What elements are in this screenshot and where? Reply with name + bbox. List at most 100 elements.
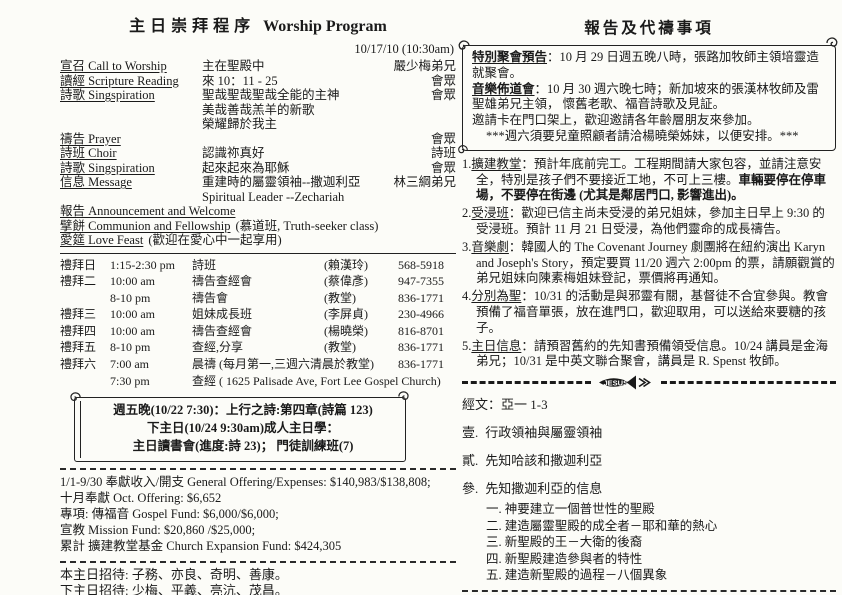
divider [462,589,836,592]
special-event-line: 邀請卡在門口架上，歡迎邀請各年齡層朋友來參加。 [472,113,826,129]
program-item-content: (慕道班, Truth-seeker class) [235,218,379,233]
scroll-curl-icon [826,37,838,47]
event-text: ：10 月 29 日週五晚八時，張路加牧師主領培靈造就聚會。 [472,50,819,80]
sermon-outline-item: 參. 先知撒迦利亞的信息 [462,478,836,497]
divider [60,252,456,254]
schedule-activity: 查經,分享 [192,340,244,355]
outline-number: 貳. [462,453,479,469]
program-row: 宣召 Call to Worship 主在聖殿中 嚴少梅弟兄 [60,59,456,74]
study-line: 週五晚(10/22 7:30)：上行之詩:第四章(詩篇 123) [113,403,373,418]
sub-outline-item: 三. 新聖殿的王－大衛的後裔 [486,535,643,550]
item-text: ：歡迎已信主尚未受浸的弟兄姐妹，參加主日早上 9:30 的受浸班。預計 11 月… [476,206,825,236]
study-line: 主日讀書會(進度:詩 23)； 門徒訓練班(7) [132,438,354,453]
sub-outline-item: 一. 神要建立一個普世性的聖殿 [486,502,655,517]
outline-number: 壹. [462,425,479,441]
schedule-day: 禮拜日 [60,257,97,272]
schedule-activity: 查經 ( 1625 Palisade Ave, Fort Lee Gospel … [192,373,441,388]
schedule-day: 禮拜六 [60,357,97,372]
service-date: 10/17/10 (10:30am) [354,42,454,56]
jesus-fish-label: JESUS [604,379,629,388]
divider [462,381,592,385]
schedule-time: 10:00 am [110,307,155,322]
schedule-contact: (賴漢玲) [324,257,368,272]
schedule-day [60,290,110,307]
program-item-label: 宣召 Call to Worship [60,59,167,73]
item-lead: 分別為聖 [471,289,522,304]
item-number: 3. [462,239,472,254]
event-lead: 特別聚會預告 [472,50,548,64]
schedule-day: 禮拜四 [60,323,97,338]
offering-line: 1/1-9/30 奉獻收入/開支 General Offering/Expens… [60,474,431,489]
outline-text: 先知哈該和撒迦利亞 [485,453,603,469]
schedule-contact: (教堂) [324,340,356,355]
jesus-fish-icon: JESUS [599,375,652,390]
item-lead: 受浸班 [471,206,509,221]
outline-text: 先知撒迦利亞的信息 [485,481,603,497]
offering-line: 十月奉獻 Oct. Offering: $6,652 [60,490,222,505]
offering-line: 專項: 傳福音 Gospel Fund: $6,000/$6,000; [60,506,279,521]
program-item-leader: 嚴少梅弟兄 [393,59,456,73]
schedule-row: 禮拜日 1:15-2:30 pm 詩班 (賴漢玲) 568-5918 [60,257,456,274]
program-item-label: 報告 Announcement and Welcome [60,204,236,218]
sermon-sub-outline: 一. 神要建立一個普世性的聖殿 二. 建造屬靈聖殿的成全者－耶和華的熱心 三. … [486,501,836,584]
program-row: 詩歌 Singspiration 聖哉聖哉聖哉全能的主神 會眾 [60,88,456,103]
scroll-curl-icon [458,40,470,50]
program-item-content: 起來起來為耶穌 [202,160,290,175]
announcement-item: 3.音樂劇：韓國人的 The Covenant Journey 劇團將在紐約演出… [462,240,836,287]
program-item-label: 詩班 Choir [60,146,117,160]
schedule-row: 禮拜六 7:00 am 晨禱 (每月第一,三週六清晨於教堂) 836-1771 [60,356,456,373]
program-row: 信息 Message 重建時的屬靈領袖--撒迦利亞 林三綱弟兄 [60,175,456,190]
jesus-fish-divider: JESUS [462,374,836,391]
schedule-time: 10:00 am [110,323,155,338]
special-events-scroll-box: 特別聚會預告：10 月 29 日週五晚八時，張路加牧師主領培靈造就聚會。 音樂佈… [458,37,838,153]
program-item-label [60,103,202,118]
sub-outline-item: 五. 建造新聖殿的過程－八個異象 [486,568,668,583]
schedule-day: 禮拜五 [60,340,97,355]
program-row: 美哉善哉羔羊的新歌 [60,103,456,118]
program-item-label [60,190,202,205]
outline-text: 行政領袖與屬靈領袖 [485,425,603,441]
item-lead: 主日信息 [471,338,522,353]
program-item-label: 擘餅 Communion and Fellowship [60,218,231,233]
outline-number: 參. [462,481,479,497]
program-item-content: 重建時的屬靈領袖--撒迦利亞 [202,175,361,189]
page-title: 主日崇拜程序 Worship Program [60,12,456,36]
program-row: 詩班 Choir 認識祢真好 詩班 [60,146,456,161]
schedule-day [60,373,110,390]
schedule-contact: (楊曉榮) [324,323,368,338]
schedule-contact: (教堂) [324,290,356,305]
schedule-phone: 947-7355 [398,274,444,289]
announcements-column: 報告及代禱事項 特別聚會預告：10 月 29 日週五晚八時，張路加牧師主領培靈造… [458,16,838,595]
special-event-line: ***週六須要兒童照顧者請洽楊曉榮姊妹，以便安排。*** [472,129,826,145]
page-title-en: Worship Program [263,18,387,35]
schedule-time: 8-10 pm [110,290,151,305]
schedule-phone: 816-8701 [398,323,444,338]
item-lead: 音樂劇 [471,239,509,254]
item-number: 2. [462,206,472,221]
schedule-activity: 晨禱 (每月第一,三週六清晨於教堂) [192,357,374,372]
program-item-content: 榮耀歸於我主 [202,117,278,131]
program-item-leader: 會眾 [430,160,456,175]
schedule-phone: 230-4966 [398,307,444,322]
program-item-content: 認識祢真好 [202,146,265,160]
program-item-content: 聖哉聖哉聖哉全能的主神 [202,88,340,102]
item-text: ：韓國人的 The Covenant Journey 劇團將在紐約演出 Kary… [476,239,835,286]
program-item-content: 來 10：11 - 25 [202,73,278,88]
announcement-item: 5.主日信息：請預習舊約的先知書預備領受信息。10/24 講員是金海弟兄；10/… [462,339,836,371]
program-item-label: 愛筵 Love Feast [60,233,144,247]
scroll-curl-icon [398,391,409,401]
item-bold-text: 車輛要停在停車場，不要停在街邊 (尤其是鄰居門口, 影響進出)。 [476,172,827,203]
sermon-outline-item: 貳. 先知哈該和撒迦利亞 [462,450,836,469]
item-lead: 擴建教堂 [471,156,522,171]
scroll-curl-icon [458,144,468,153]
divider [60,467,456,470]
schedule-phone: 568-5918 [398,257,444,272]
usher-line: 本主日招待: 子務、亦良、奇明、善康。 [60,566,288,582]
schedule-activity: 詩班 [192,257,217,272]
program-item-leader: 會眾 [430,73,456,88]
announcement-item: 4.分別為聖：10/31 的活動是與邪靈有關，基督徒不合宜參與。教會預備了福音單… [462,289,836,336]
sermon-outline-item: 壹. 行政領袖與屬靈領袖 [462,422,836,441]
program-row: Spiritual Leader --Zechariah [60,190,456,205]
program-item-label: 禱告 Prayer [60,131,121,146]
